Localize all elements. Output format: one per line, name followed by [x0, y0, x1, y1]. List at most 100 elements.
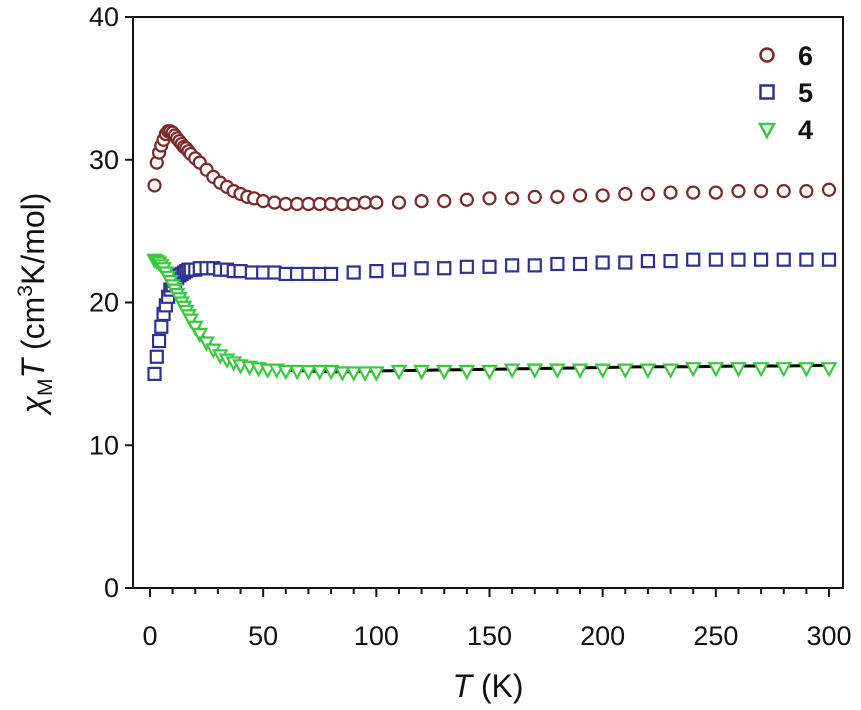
- data-point-series-5: [595, 255, 610, 270]
- data-point-series-6: [753, 184, 769, 199]
- data-point-series-4: [277, 364, 295, 381]
- data-point-series-5: [244, 265, 259, 280]
- data-point-series-6: [414, 194, 429, 209]
- x-tick-label: 0: [142, 621, 157, 651]
- data-point-series-4: [334, 366, 351, 382]
- data-point-series-6: [527, 189, 542, 204]
- x-tick-label: 50: [248, 621, 278, 651]
- data-point-series-5: [278, 266, 293, 282]
- data-point-series-5: [459, 259, 474, 274]
- data-point-series-6: [572, 188, 588, 203]
- x-tick-label: 150: [467, 621, 512, 651]
- data-point-series-6: [357, 195, 373, 210]
- data-point-series-6: [663, 185, 678, 200]
- data-point-series-5: [640, 254, 656, 269]
- data-point-series-4: [820, 362, 838, 378]
- data-point-series-6: [708, 185, 723, 200]
- data-point-series-4: [594, 363, 612, 379]
- data-point-series-4: [752, 362, 770, 378]
- data-point-series-4: [616, 363, 634, 379]
- data-point-series-6: [391, 195, 407, 210]
- y-tick-label: 0: [104, 573, 119, 603]
- data-point-series-4: [413, 364, 430, 381]
- y-tick-label: 40: [89, 2, 119, 32]
- data-point-series-4: [288, 364, 306, 381]
- data-point-series-5: [154, 319, 169, 334]
- data-point-series-4: [549, 363, 566, 379]
- data-point-series-6: [799, 184, 814, 199]
- data-point-series-4: [345, 366, 363, 382]
- y-axis-title: χMT (cm3K/mol): [14, 193, 57, 417]
- data-point-series-5: [256, 265, 271, 280]
- data-point-series-4: [191, 327, 209, 344]
- data-point-series-5: [708, 252, 723, 267]
- data-point-series-5: [686, 252, 701, 267]
- series-5: [147, 252, 837, 381]
- data-point-series-6: [731, 184, 746, 199]
- data-point-series-5: [482, 259, 497, 274]
- data-point-series-4: [571, 363, 589, 379]
- x-axis-ticks: 0 50 100 150 200 250 300: [142, 588, 852, 651]
- series-4: [146, 253, 838, 382]
- data-point-series-5: [312, 266, 327, 282]
- legend-marker-6: [759, 47, 775, 63]
- data-point-series-6: [595, 188, 610, 203]
- data-point-series-5: [527, 258, 542, 273]
- data-point-series-4: [186, 320, 204, 337]
- legend-marker-5: [759, 84, 775, 100]
- data-point-series-5: [776, 252, 791, 267]
- data-point-series-4: [798, 362, 815, 378]
- y-axis-ticks: 0 10 20 30 40: [89, 2, 133, 603]
- data-point-series-4: [390, 364, 408, 381]
- data-point-series-5: [147, 366, 162, 381]
- data-point-series-5: [151, 333, 167, 349]
- data-point-series-5: [414, 261, 429, 276]
- data-point-series-6: [346, 196, 361, 212]
- data-point-series-4: [730, 362, 747, 378]
- data-point-series-5: [369, 263, 384, 279]
- y-tick-label: 20: [89, 288, 119, 318]
- data-point-series-4: [503, 363, 521, 379]
- data-point-series-5: [663, 254, 678, 269]
- data-point-series-4: [684, 362, 702, 378]
- data-point-series-5: [799, 252, 814, 267]
- data-point-series-6: [776, 184, 791, 199]
- data-point-series-6: [482, 191, 497, 206]
- data-point-series-6: [147, 178, 162, 193]
- data-point-series-6: [335, 196, 350, 212]
- data-point-series-4: [367, 366, 385, 382]
- series-6: [147, 124, 837, 212]
- data-point-series-6: [505, 191, 520, 206]
- legend-marker-4: [757, 122, 777, 140]
- data-point-series-4: [662, 363, 679, 379]
- series-layer: [146, 124, 838, 382]
- data-point-series-6: [437, 194, 452, 209]
- x-tick-label: 100: [354, 621, 399, 651]
- y-tick-label: 30: [89, 145, 119, 175]
- data-point-series-4: [526, 363, 544, 379]
- data-point-series-6: [290, 196, 305, 212]
- data-point-series-5: [267, 265, 282, 280]
- data-point-series-6: [267, 195, 282, 210]
- data-point-series-5: [731, 252, 746, 267]
- data-point-series-4: [775, 362, 793, 378]
- data-point-series-5: [505, 258, 520, 273]
- data-point-series-4: [182, 313, 200, 329]
- data-point-series-6: [640, 186, 656, 202]
- legend-label-5: 5: [798, 78, 813, 108]
- plot-frame: [132, 16, 844, 589]
- data-point-series-5: [149, 349, 164, 364]
- data-point-series-5: [301, 266, 316, 282]
- legend-label-4: 4: [798, 115, 813, 145]
- data-point-series-6: [618, 186, 633, 202]
- data-point-series-5: [391, 262, 407, 277]
- data-point-series-4: [356, 366, 374, 382]
- data-point-series-5: [346, 265, 361, 280]
- data-point-series-4: [322, 364, 340, 381]
- data-point-series-5: [437, 261, 452, 276]
- data-point-series-6: [821, 182, 837, 197]
- data-point-series-6: [278, 196, 293, 212]
- data-point-series-5: [618, 255, 633, 270]
- x-tick-label: 300: [806, 621, 851, 651]
